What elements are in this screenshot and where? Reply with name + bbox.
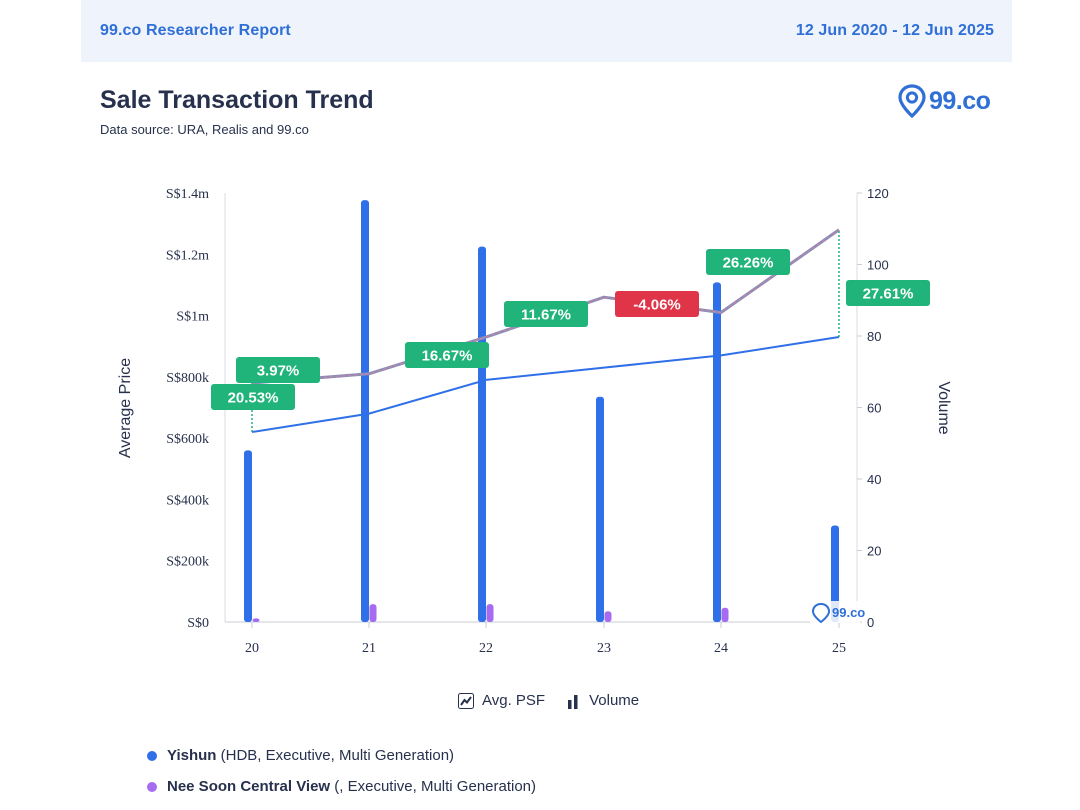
y2-tick-label: 0 bbox=[867, 615, 874, 630]
series-legend-nee-soon: Nee Soon Central View (, Executive, Mult… bbox=[147, 771, 536, 802]
y2-tick-label: 60 bbox=[867, 401, 881, 416]
series-detail: (, Executive, Multi Generation) bbox=[330, 778, 537, 795]
series-legend-yishun: Yishun (HDB, Executive, Multi Generation… bbox=[147, 740, 536, 771]
volume-bar-yishun bbox=[713, 282, 721, 622]
legend-label-volume: Volume bbox=[589, 692, 640, 709]
report-title: 99.co Researcher Report bbox=[100, 22, 291, 39]
brand-logo: 99.co bbox=[898, 84, 991, 118]
x-tick-label: 25 bbox=[832, 641, 846, 656]
change-badge bbox=[615, 291, 699, 317]
x-tick-label: 22 bbox=[479, 641, 493, 656]
volume-bar-nee-soon bbox=[369, 604, 377, 622]
location-pin-icon bbox=[898, 84, 926, 118]
y2-tick-label: 120 bbox=[867, 186, 889, 201]
legend-label-avg-psf: Avg. PSF bbox=[482, 692, 546, 709]
report-header: 99.co Researcher Report 12 Jun 2020 - 12… bbox=[81, 0, 1012, 62]
chart-legend: Avg. PSF Volume bbox=[458, 692, 639, 709]
y-tick-label: S$0 bbox=[187, 616, 209, 631]
y-tick-label: S$1.2m bbox=[166, 248, 209, 263]
y2-tick-label: 80 bbox=[867, 329, 881, 344]
logo-text: 99.co bbox=[929, 86, 991, 115]
y-tick-label: S$800k bbox=[166, 371, 209, 386]
line-chart-icon bbox=[458, 692, 474, 709]
watermark-pin-icon bbox=[811, 602, 831, 624]
change-badge-label: 11.67% bbox=[521, 307, 571, 324]
watermark-text: 99.co bbox=[832, 605, 865, 620]
change-badge bbox=[405, 342, 489, 368]
y-tick-label: S$400k bbox=[166, 493, 209, 508]
price-line-yishun bbox=[251, 336, 840, 434]
sale-transaction-chart: S$0 S$200k S$400k S$600k S$800k S$1m S$1.2m S$1… bbox=[117, 186, 952, 656]
data-source: Data source: URA, Realis and 99.co bbox=[100, 122, 309, 137]
y-axis-title: Average Price bbox=[117, 358, 134, 458]
volume-bar-yishun bbox=[244, 450, 252, 622]
series-color-dot bbox=[147, 781, 157, 792]
series-color-dot bbox=[147, 750, 157, 761]
y2-axis-title: Volume bbox=[935, 381, 952, 434]
volume-bar-yishun bbox=[361, 200, 369, 622]
change-badge-label: -4.06% bbox=[633, 297, 681, 314]
bar-chart-icon bbox=[568, 694, 578, 709]
change-badge-label: 27.61% bbox=[863, 286, 914, 303]
series-detail: (HDB, Executive, Multi Generation) bbox=[216, 747, 455, 764]
volume-bar-nee-soon bbox=[252, 618, 260, 622]
change-badge bbox=[706, 249, 790, 275]
change-badge-label: 26.26% bbox=[723, 255, 774, 272]
x-tick-label: 24 bbox=[714, 641, 728, 656]
legend-item-volume[interactable]: Volume bbox=[565, 692, 639, 709]
series-name: Nee Soon Central View bbox=[167, 778, 331, 795]
change-badge bbox=[211, 384, 295, 410]
x-tick-label: 21 bbox=[362, 641, 376, 656]
y-tick-label: S$1.4m bbox=[166, 187, 209, 202]
volume-bar-yishun bbox=[831, 525, 839, 622]
y-tick-label: S$200k bbox=[166, 555, 209, 570]
change-badge bbox=[236, 357, 320, 383]
change-badge-label: 3.97% bbox=[257, 363, 300, 380]
y-tick-label: S$1m bbox=[176, 310, 209, 325]
volume-bar-nee-soon bbox=[604, 611, 612, 622]
y2-tick-label: 40 bbox=[867, 472, 881, 487]
change-badge bbox=[846, 280, 930, 306]
volume-bar-yishun bbox=[478, 246, 486, 622]
volume-bar-yishun bbox=[596, 396, 604, 622]
y2-tick-label: 20 bbox=[867, 544, 881, 559]
change-badge-label: 20.53% bbox=[228, 390, 279, 407]
volume-bar-nee-soon bbox=[486, 604, 494, 622]
date-range: 12 Jun 2020 - 12 Jun 2025 bbox=[795, 22, 994, 39]
x-tick-label: 20 bbox=[245, 641, 259, 656]
series-legend: Yishun (HDB, Executive, Multi Generation… bbox=[147, 740, 536, 802]
page-title: Sale Transaction Trend bbox=[100, 86, 374, 114]
series-name: Yishun bbox=[167, 747, 217, 764]
change-badge-label: 16.67% bbox=[422, 348, 473, 365]
y2-tick-label: 100 bbox=[867, 258, 889, 273]
y-tick-label: S$600k bbox=[166, 432, 209, 447]
legend-item-avg-psf[interactable]: Avg. PSF bbox=[458, 692, 545, 709]
volume-bar-nee-soon bbox=[721, 607, 729, 622]
x-tick-label: 23 bbox=[597, 641, 611, 656]
change-badge bbox=[504, 301, 588, 327]
watermark-bg bbox=[809, 601, 861, 623]
